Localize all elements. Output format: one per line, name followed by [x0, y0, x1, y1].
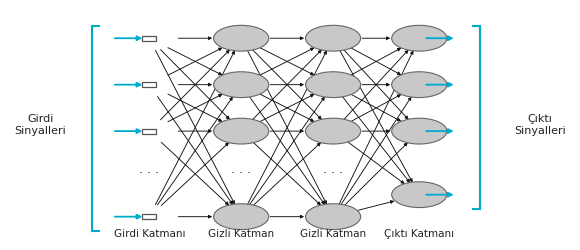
- Ellipse shape: [213, 25, 269, 51]
- Text: Gizli Katman: Gizli Katman: [300, 229, 366, 239]
- Ellipse shape: [392, 182, 447, 208]
- Ellipse shape: [306, 118, 361, 144]
- Text: · · ·: · · ·: [323, 168, 343, 180]
- Bar: [142, 82, 156, 87]
- Text: Girdi Katmanı: Girdi Katmanı: [114, 229, 185, 239]
- Ellipse shape: [213, 72, 269, 98]
- Text: · · ·: · · ·: [231, 168, 251, 180]
- Ellipse shape: [306, 25, 361, 51]
- Ellipse shape: [213, 204, 269, 230]
- Text: · · ·: · · ·: [139, 168, 160, 180]
- Text: Çıktı Katmanı: Çıktı Katmanı: [384, 229, 454, 239]
- Ellipse shape: [306, 72, 361, 98]
- Ellipse shape: [392, 72, 447, 98]
- Ellipse shape: [392, 118, 447, 144]
- Bar: [142, 128, 156, 134]
- Text: Gizli Katman: Gizli Katman: [208, 229, 274, 239]
- Text: Girdi
Sinyalleri: Girdi Sinyalleri: [14, 114, 66, 136]
- Text: Çıktı
Sinyalleri: Çıktı Sinyalleri: [514, 114, 566, 136]
- Ellipse shape: [392, 25, 447, 51]
- Ellipse shape: [306, 204, 361, 230]
- Bar: [142, 36, 156, 41]
- Bar: [142, 214, 156, 219]
- Ellipse shape: [213, 118, 269, 144]
